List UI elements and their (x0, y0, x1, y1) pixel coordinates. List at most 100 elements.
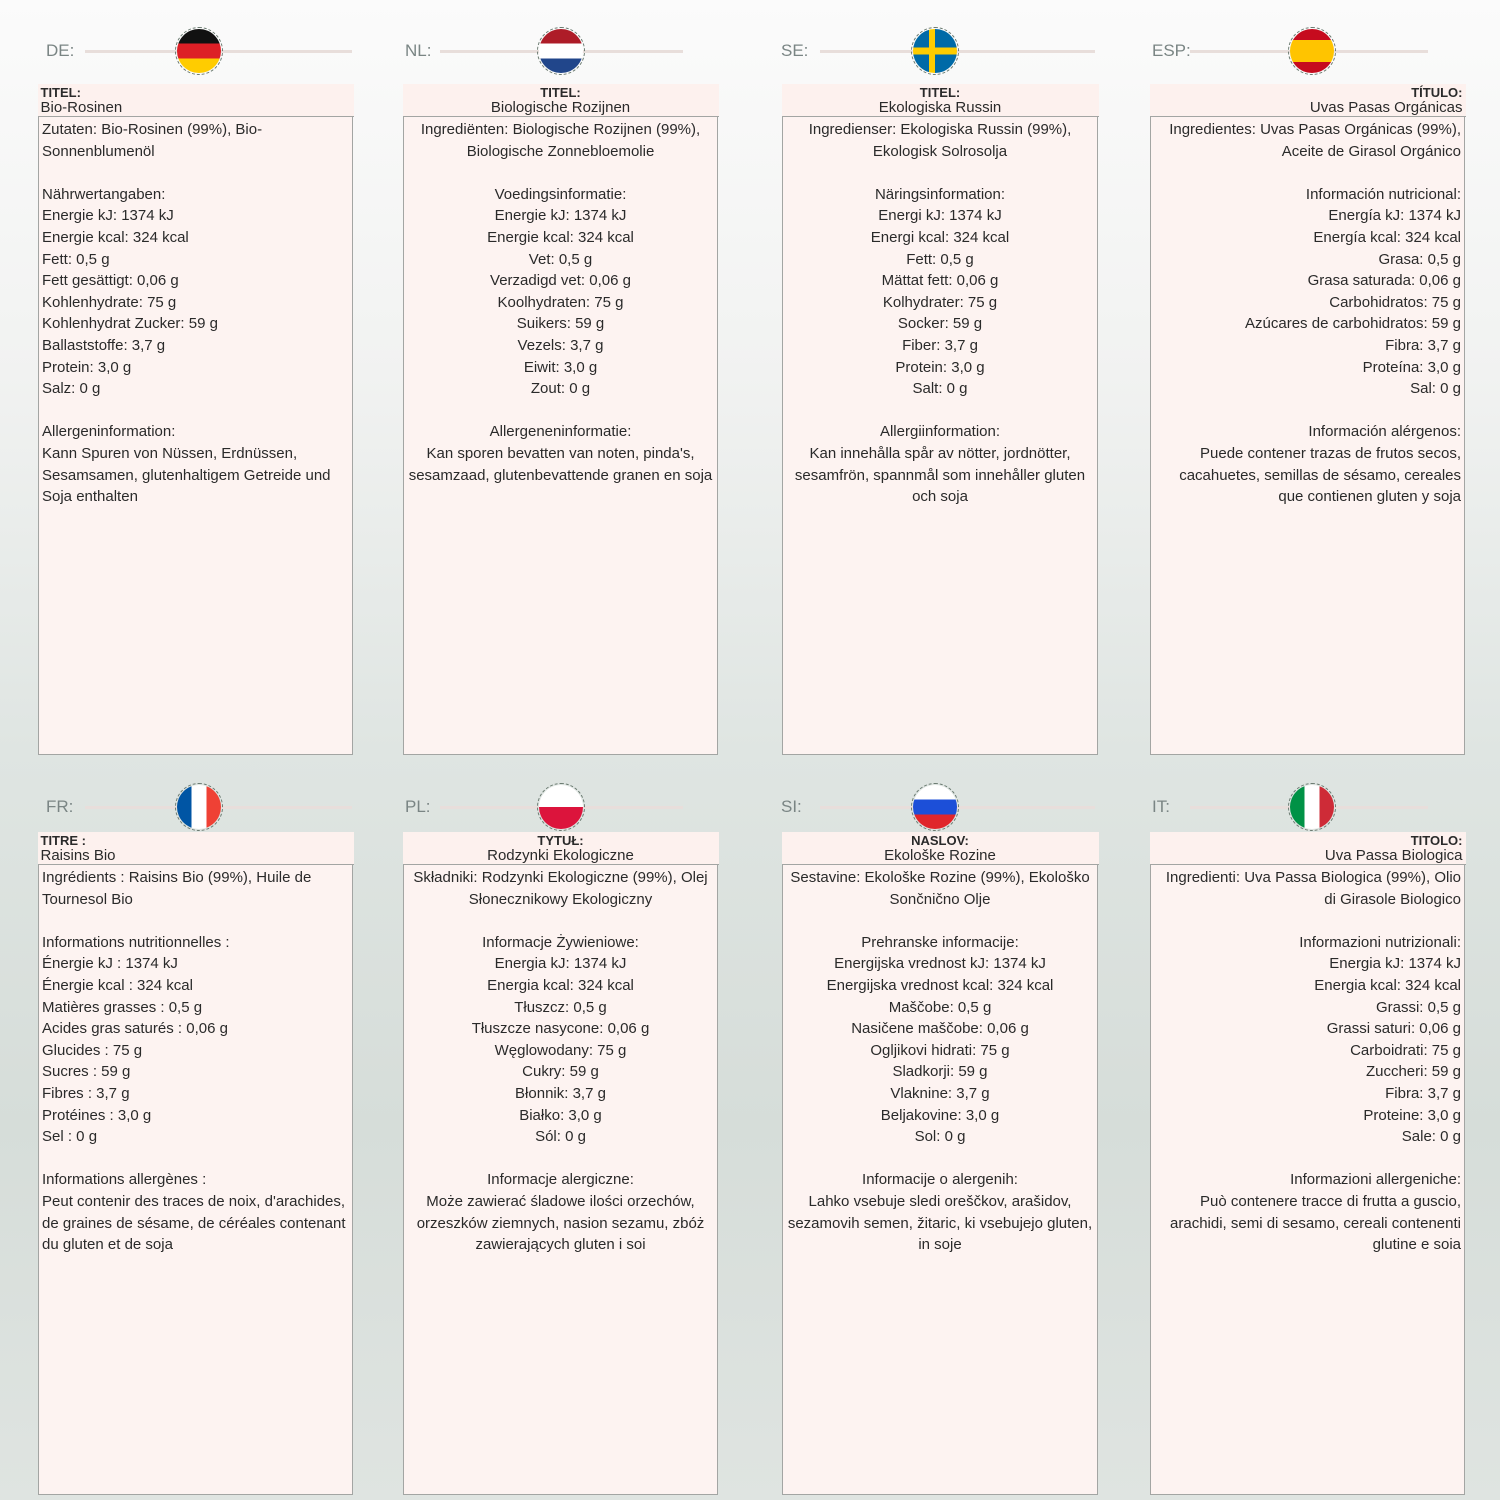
nutrition-item: Energijska vrednost kcal: 324 kcal (826, 976, 1054, 994)
title-box: TITEL: Biologische Rozijnen (402, 84, 719, 117)
netherlands-flag-icon (537, 27, 585, 75)
nutrition-item: Energie kJ: 1374 kJ (42, 207, 174, 225)
slovenia-flag-icon (911, 783, 959, 831)
divider-line (820, 806, 1095, 809)
nutrition-item: Beljakovine: 3,0 g (880, 1106, 1000, 1124)
title-label: TYTUŁ: (537, 833, 584, 848)
nutrition-item: Energia kcal: 324 kcal (1314, 976, 1461, 994)
language-header: IT: (0, 783, 1500, 847)
nutrition-item: Fibra: 3,7 g (1385, 336, 1461, 354)
allergen-text: Puede contener trazas de frutos secos, c… (1179, 444, 1461, 506)
product-panel: TITEL: Biologische Rozijnen Ingrediënten: … (402, 84, 719, 755)
allergen-text: Kan sporen bevatten van noten, pinda's, … (408, 444, 713, 484)
ingredients-text: Składniki: Rodzynki Ekologiczne (99%), O… (413, 869, 708, 908)
nutrition-item: Proteine: 3,0 g (1363, 1106, 1461, 1124)
language-code: FR: (46, 797, 74, 816)
language-header: NL: (0, 27, 1500, 91)
ingredients-text: Ingredienser: Ekologiska Russin (99%), E… (808, 121, 1072, 160)
nutrition-item: Azúcares de carbohidratos: 59 g (1245, 315, 1461, 333)
allergen-text: Może zawierać śladowe ilości orzechów, o… (416, 1192, 705, 1254)
nutrition-item: Energi kcal: 324 kcal (870, 228, 1010, 246)
ingredients-text: Zutaten: Bio-Rosinen (99%), Bio-Sonnenbl… (42, 121, 263, 160)
spacer (1154, 1148, 1461, 1170)
allergen-text: Kan innehålla spår av nötter, jordnötter… (794, 444, 1086, 506)
title-label: TITEL: (919, 85, 961, 100)
germany-flag-icon (175, 27, 223, 75)
language-header: SE: (0, 27, 1500, 91)
language-code: ESP: (1152, 41, 1191, 60)
nutrition-item: Nasičene maščobe: 0,06 g (851, 1020, 1029, 1038)
language-header: PL: (0, 783, 1500, 847)
nutrition-item: Koolhydraten: 75 g (497, 293, 624, 311)
product-title: Bio-Rosinen (40, 99, 123, 116)
nutrition-item: Energía kcal: 324 kcal (1313, 228, 1461, 246)
product-title: Biologische Rozijnen (490, 99, 631, 116)
nutrition-item: Vet: 0,5 g (528, 250, 593, 268)
nutrition-item: Énergie kJ : 1374 kJ (42, 955, 178, 973)
nutrition-item: Węglowodany: 75 g (494, 1041, 627, 1059)
nutrition-item: Sel : 0 g (42, 1128, 98, 1146)
title-label: TITEL: (540, 85, 581, 100)
nutrition-item: Socker: 59 g (897, 315, 983, 333)
nutrition-item: Protein: 3,0 g (42, 358, 132, 376)
title-box: TITOLO: Uva Passa Biologica (1149, 832, 1466, 865)
title-box: TITEL: Bio-Rosinen (37, 84, 354, 117)
title-label: TÍTULO: (1411, 85, 1463, 100)
allergen-heading: Allergeninformation: (42, 423, 176, 441)
nutrition-item: Énergie kcal : 324 kcal (42, 976, 193, 994)
nutrition-item: Carboidrati: 75 g (1350, 1041, 1461, 1059)
spacer (42, 910, 349, 932)
sweden-flag-icon (911, 27, 959, 75)
nutrition-item: Tłuszcze nasycone: 0,06 g (471, 1020, 650, 1038)
product-title: Uvas Pasas Orgánicas (1309, 99, 1463, 116)
spacer (786, 400, 1094, 422)
nutrition-item: Sal: 0 g (1410, 380, 1461, 398)
nutrition-item: Suikers: 59 g (516, 315, 605, 333)
nutrition-item: Fibres : 3,7 g (42, 1084, 130, 1102)
spacer (407, 910, 714, 932)
spacer (786, 910, 1094, 932)
ingredients-text: Ingredienti: Uva Passa Biologica (99%), … (1165, 869, 1461, 908)
nutrition-item: Fett: 0,5 g (906, 250, 974, 268)
title-box: TITRE : Raisins Bio (37, 832, 354, 865)
ingredients-text: Ingrediënten: Biologische Rozijnen (99%)… (420, 121, 701, 160)
nutrition-item: Salz: 0 g (42, 380, 101, 398)
language-code: SI: (781, 797, 802, 816)
nutrition-item: Energia kJ: 1374 kJ (494, 955, 627, 973)
spacer (786, 1148, 1094, 1170)
nutrition-item: Vlaknine: 3,7 g (890, 1084, 990, 1102)
product-panel: TÍTULO: Uvas Pasas Orgánicas Ingredientes:… (1149, 84, 1466, 755)
nutrition-item: Ballaststoffe: 3,7 g (42, 336, 166, 354)
nutrition-item: Fett: 0,5 g (42, 250, 110, 268)
nutrition-item: Glucides : 75 g (42, 1041, 143, 1059)
nutrition-item: Kolhydrater: 75 g (882, 293, 998, 311)
nutrition-item: Energía kJ: 1374 kJ (1328, 207, 1461, 225)
italy-flag-icon (1288, 783, 1336, 831)
nutrition-heading: Informations nutritionnelles : (42, 933, 230, 951)
spain-flag-icon (1288, 27, 1336, 75)
nutrition-item: Proteína: 3,0 g (1362, 358, 1461, 376)
panel-body: Zutaten: Bio-Rosinen (99%), Bio-Sonnenbl… (39, 117, 352, 510)
nutrition-item: Eiwit: 3,0 g (523, 358, 598, 376)
allergen-text: Può contenere tracce di frutta a guscio,… (1170, 1192, 1461, 1254)
panel-body: Ingrédients : Raisins Bio (99%), Huile d… (39, 865, 352, 1258)
product-panel: TITEL: Ekologiska Russin Ingredienser: Eko… (781, 84, 1099, 755)
spacer (42, 1148, 349, 1170)
poland-flag-icon (537, 783, 585, 831)
language-header: FR: (0, 783, 1500, 847)
spacer (42, 162, 349, 184)
nutrition-item: Tłuszcz: 0,5 g (514, 998, 607, 1016)
spacer (1154, 162, 1461, 184)
nutrition-item: Grassi: 0,5 g (1375, 998, 1461, 1016)
nutrition-item: Zout: 0 g (530, 380, 591, 398)
spacer (407, 162, 714, 184)
language-code: DE: (46, 41, 75, 60)
product-panel: TITRE : Raisins Bio Ingrédients : Raisins … (37, 832, 354, 1495)
spacer (1154, 910, 1461, 932)
allergen-heading: Informacije o alergenih: (862, 1171, 1018, 1189)
language-header: SI: (0, 783, 1500, 847)
nutrition-item: Energijska vrednost kJ: 1374 kJ (834, 955, 1046, 973)
nutrition-heading: Información nutricional: (1305, 185, 1461, 203)
nutrition-item: Sól: 0 g (535, 1128, 586, 1146)
nutrition-item: Zuccheri: 59 g (1365, 1063, 1461, 1081)
